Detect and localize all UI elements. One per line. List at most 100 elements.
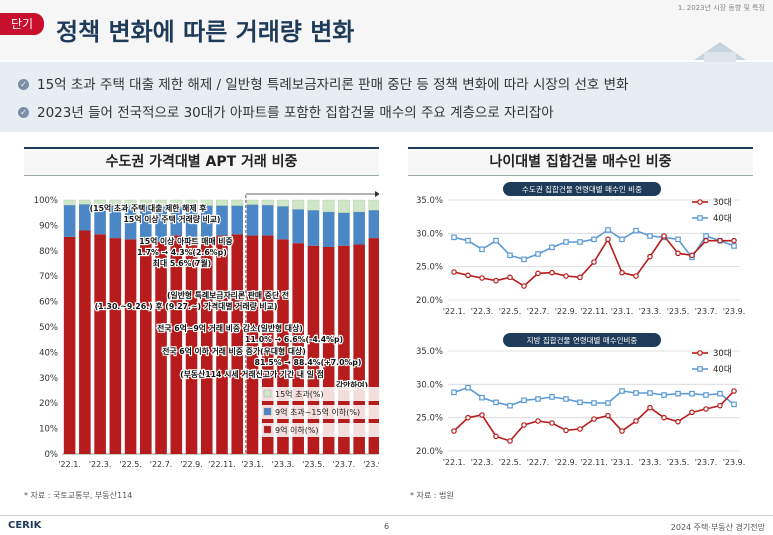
house-icon	[694, 42, 746, 62]
data-point	[647, 253, 653, 260]
bar-segment	[185, 240, 198, 454]
bar-segment	[307, 245, 320, 454]
chart-annotation: (1.30.~9.26.) 후 (9.27.~) 가격대별 거래량 비교)	[95, 301, 278, 311]
bar-segment	[231, 205, 244, 235]
bullet-text: 15억 초과 주택 대출 제한 해제 / 일반형 특례보금자리론 판매 중단 등…	[37, 77, 629, 93]
data-point	[577, 274, 583, 281]
data-point	[577, 239, 583, 245]
legend-marker	[697, 366, 703, 372]
legend-marker	[697, 199, 703, 205]
x-tick-label: '23.5.	[302, 460, 325, 469]
subchart-title: 수도권 집합건물 연령대별 매수인 비중	[522, 184, 642, 194]
x-tick-label: '23.7.	[333, 460, 356, 469]
y-tick-label: 30%	[39, 374, 58, 384]
data-point	[731, 237, 737, 244]
bar-segment	[216, 199, 228, 206]
data-point	[591, 259, 597, 265]
y-tick-label: 25.0%	[416, 414, 443, 424]
x-tick-label: '22.1.	[58, 460, 81, 469]
bar-segment	[307, 210, 320, 246]
x-tick-label: '22.3.	[471, 307, 494, 316]
bar-segment	[338, 212, 350, 246]
bar-segment	[155, 241, 167, 454]
data-point	[605, 227, 611, 233]
bar-segment	[200, 236, 213, 454]
data-point	[619, 269, 625, 276]
data-point	[703, 406, 709, 412]
bar-segment	[322, 246, 335, 454]
x-tick-label: '22.11.	[580, 307, 608, 316]
legend-swatch	[263, 389, 272, 398]
data-point	[619, 388, 625, 394]
data-point	[605, 236, 611, 243]
summary-box	[0, 62, 773, 132]
x-tick-label: '22.11.	[208, 460, 236, 469]
chart-annotation: 15억 이상 아파트 매매 비중	[139, 236, 232, 246]
bar-segment	[353, 244, 365, 454]
x-tick-label: '23.7.	[695, 458, 718, 467]
data-point	[493, 237, 499, 244]
data-point	[465, 384, 471, 391]
y-tick-label: 10%	[39, 425, 58, 435]
bar-segment	[353, 199, 366, 213]
data-point	[647, 390, 653, 396]
data-point	[549, 269, 555, 276]
bullet-item: ✓ 2023년 들어 전국적으로 30대가 아파트를 포함한 집합건물 매수의 주…	[18, 101, 554, 121]
bar-segment	[94, 199, 107, 206]
chart-annotation: 1.7% → 4.3%(2.6%p)	[137, 248, 227, 257]
data-point	[507, 438, 513, 444]
bar-segment	[94, 234, 106, 454]
data-point	[633, 227, 639, 234]
legend-label: 9억 이하(%)	[275, 425, 319, 435]
data-point	[689, 409, 695, 416]
legend-marker	[697, 215, 703, 221]
bar-segment	[109, 238, 122, 454]
data-point	[549, 420, 555, 426]
data-point	[493, 433, 499, 440]
chart-annotation: 11.0% → 6.6%(-4.4%p)	[245, 335, 343, 344]
bar-segment	[216, 205, 228, 236]
price-band-bar-chart: 0% 10% 20% 30% 40% 50% 60% 70% 80% 90% 100% '22.1. '…	[34, 191, 379, 469]
data-point	[451, 428, 457, 434]
y-tick-label: 60%	[39, 298, 58, 308]
data-point	[661, 392, 667, 398]
x-tick-label: '23.9.	[723, 307, 746, 316]
data-point	[577, 426, 583, 432]
data-point	[661, 233, 667, 239]
x-tick-label: '22.9.	[555, 307, 578, 316]
chart-annotation: 전국 6억~9억 거래 비중 감소(일반형 대상)	[157, 323, 303, 333]
data-point	[703, 237, 709, 244]
x-tick-label: '22.1.	[443, 458, 466, 467]
bar-segment	[155, 199, 167, 206]
data-point	[479, 394, 485, 401]
data-point	[731, 243, 737, 249]
bar-segment	[338, 245, 350, 454]
chart-annotation: (15억 초과 주택 대출 제한 해제 후	[90, 203, 207, 213]
x-tick-label: '23.3.	[639, 458, 662, 467]
data-point	[689, 390, 695, 397]
legend-marker	[697, 350, 703, 356]
subchart-title-bg	[503, 182, 661, 196]
bar-segment	[124, 239, 137, 454]
data-point	[703, 233, 709, 239]
data-point	[507, 252, 513, 259]
data-point	[563, 427, 569, 434]
x-tick-label: '23.1.	[611, 458, 634, 467]
data-point	[521, 256, 527, 263]
bar-segment	[231, 234, 244, 454]
x-tick-label: '23.9.	[723, 458, 746, 467]
right-panel-title: 나이대별 집합건물 매수인 비중	[408, 147, 753, 176]
x-tick-label: '23.1.	[611, 307, 634, 316]
data-point	[675, 390, 681, 397]
x-tick-label: '22.7.	[150, 460, 173, 469]
bar-segment	[368, 199, 379, 211]
bar-segment	[63, 199, 76, 206]
y-tick-label: 25.0%	[416, 263, 443, 273]
data-point	[591, 400, 597, 406]
y-tick-label: 50%	[39, 323, 58, 333]
bar-segment	[277, 239, 289, 454]
data-point	[703, 392, 709, 398]
bar-segment	[337, 199, 350, 213]
x-tick-label: '22.3.	[471, 458, 494, 467]
bar-segment	[139, 199, 152, 206]
